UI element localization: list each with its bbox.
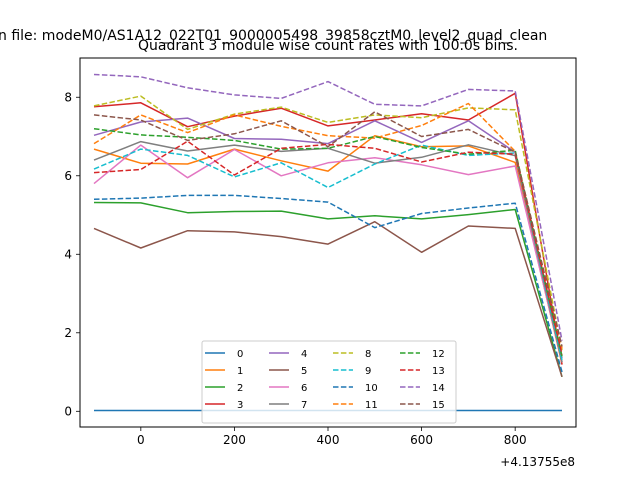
- series-line-2: [93, 201, 563, 378]
- y-tick-label: 0: [64, 404, 72, 418]
- legend-label-11: 11: [365, 400, 378, 411]
- x-axis: 0 200 400 600 800: [137, 427, 527, 447]
- chart-title: Quadrant 3 module wise count rates with …: [138, 38, 518, 54]
- series-line-1: [93, 134, 563, 364]
- y-axis: 0 2 4 6 8: [64, 90, 80, 418]
- legend-label-12: 12: [432, 349, 445, 360]
- series-line-14: [93, 73, 563, 341]
- series-line-13: [93, 140, 563, 355]
- legend-label-8: 8: [365, 349, 371, 360]
- legend-label-13: 13: [432, 366, 445, 377]
- legend-label-1: 1: [237, 366, 243, 377]
- plot-lines: [93, 73, 563, 412]
- y-tick-label: 2: [64, 326, 72, 340]
- legend-label-0: 0: [237, 349, 243, 360]
- figure-suptitle: n file: modeM0/AS1A12_022T01_9000005498_…: [0, 28, 547, 44]
- legend-label-10: 10: [365, 383, 378, 394]
- x-tick-label: 0: [137, 433, 145, 447]
- series-line-10: [93, 194, 563, 373]
- series-line-6: [93, 144, 563, 363]
- legend-label-3: 3: [237, 400, 243, 411]
- y-tick-label: 6: [64, 169, 72, 183]
- series-line-5: [93, 220, 563, 378]
- legend-label-2: 2: [237, 383, 243, 394]
- legend-box: [201, 340, 457, 424]
- axes-frame: [79, 57, 577, 428]
- y-tick-label: 4: [64, 247, 72, 261]
- series-line-11: [93, 102, 563, 349]
- series-line-7: [93, 140, 563, 363]
- legend-label-4: 4: [301, 349, 307, 360]
- legend-label-9: 9: [365, 366, 371, 377]
- legend-label-6: 6: [301, 383, 307, 394]
- legend-label-7: 7: [301, 400, 307, 411]
- y-tick-label: 8: [64, 90, 72, 104]
- x-tick-label: 800: [504, 433, 527, 447]
- series-line-15: [93, 111, 563, 347]
- x-offset-label: +4.13755e8: [500, 455, 575, 469]
- x-tick-label: 600: [410, 433, 433, 447]
- x-tick-label: 200: [223, 433, 246, 447]
- legend-label-5: 5: [301, 366, 307, 377]
- legend-label-15: 15: [432, 400, 445, 411]
- legend-label-14: 14: [432, 383, 445, 394]
- series-line-4: [93, 117, 563, 359]
- series-line-9: [93, 144, 563, 361]
- x-tick-label: 400: [317, 433, 340, 447]
